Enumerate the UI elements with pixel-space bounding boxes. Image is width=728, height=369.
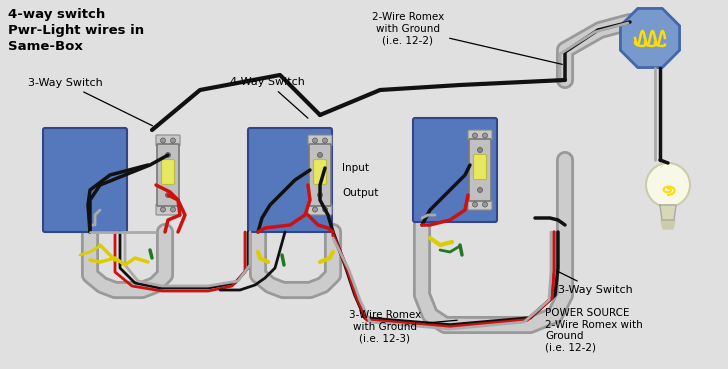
FancyBboxPatch shape [156, 204, 180, 215]
Circle shape [170, 207, 175, 212]
Polygon shape [660, 205, 676, 220]
Text: 2-Wire Romex
with Ground
(i.e. 12-2): 2-Wire Romex with Ground (i.e. 12-2) [372, 12, 562, 64]
FancyBboxPatch shape [468, 130, 492, 141]
FancyBboxPatch shape [314, 159, 326, 184]
FancyBboxPatch shape [156, 135, 180, 146]
Circle shape [483, 202, 488, 207]
Circle shape [483, 133, 488, 138]
Circle shape [170, 138, 175, 143]
Circle shape [472, 202, 478, 207]
Text: Input: Input [342, 163, 369, 173]
Circle shape [165, 152, 170, 158]
Circle shape [317, 152, 323, 158]
Text: 4-Way Switch: 4-Way Switch [230, 77, 308, 118]
Polygon shape [661, 220, 675, 229]
FancyBboxPatch shape [248, 128, 332, 232]
Circle shape [323, 138, 328, 143]
Text: 4-way switch
Pwr-Light wires in
Same-Box: 4-way switch Pwr-Light wires in Same-Box [8, 8, 144, 53]
FancyBboxPatch shape [473, 155, 486, 179]
Circle shape [160, 207, 165, 212]
FancyBboxPatch shape [413, 118, 497, 222]
Circle shape [323, 207, 328, 212]
Circle shape [165, 193, 170, 197]
FancyBboxPatch shape [43, 128, 127, 232]
FancyBboxPatch shape [308, 204, 332, 215]
Circle shape [478, 187, 483, 193]
Circle shape [160, 138, 165, 143]
Circle shape [317, 193, 323, 197]
FancyBboxPatch shape [468, 199, 492, 210]
Text: 3-Way Switch: 3-Way Switch [28, 78, 152, 126]
Circle shape [472, 133, 478, 138]
Text: POWER SOURCE
2-Wire Romex with
Ground
(i.e. 12-2): POWER SOURCE 2-Wire Romex with Ground (i… [545, 308, 643, 353]
FancyBboxPatch shape [309, 144, 331, 206]
Circle shape [312, 207, 317, 212]
Text: 3-Wire Romex
with Ground
(i.e. 12-3): 3-Wire Romex with Ground (i.e. 12-3) [349, 310, 457, 343]
FancyBboxPatch shape [162, 159, 175, 184]
FancyBboxPatch shape [157, 144, 179, 206]
FancyBboxPatch shape [308, 135, 332, 146]
Circle shape [646, 163, 690, 207]
Text: 3-Way Switch: 3-Way Switch [558, 271, 633, 295]
Text: Output: Output [342, 188, 379, 198]
Polygon shape [620, 8, 679, 68]
Circle shape [478, 148, 483, 152]
Circle shape [312, 138, 317, 143]
FancyBboxPatch shape [469, 139, 491, 201]
